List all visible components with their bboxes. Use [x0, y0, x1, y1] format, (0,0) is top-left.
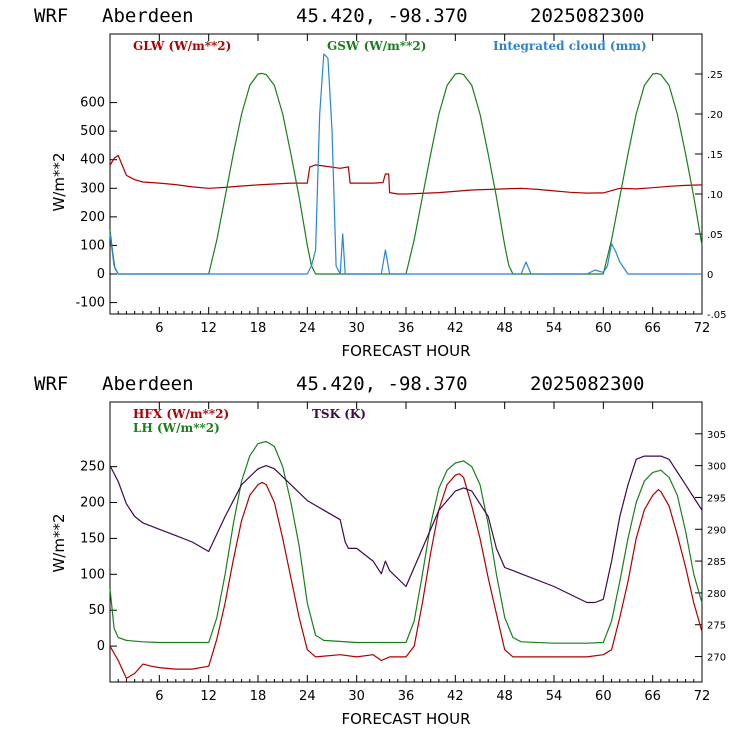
legend-gsw: GSW (W/m**2) — [327, 39, 426, 53]
y-tick-label: 400 — [80, 153, 105, 168]
y2-tick-label: 270 — [707, 653, 726, 664]
x-tick-label: 42 — [447, 689, 464, 704]
series-group — [109, 53, 703, 275]
y2-tick-label: 290 — [707, 525, 726, 536]
x-tick-label: 12 — [200, 689, 217, 704]
header-coords: 45.420, -98.370 — [296, 5, 468, 27]
x-tick-label: 48 — [496, 689, 513, 704]
header-coords: 45.420, -98.370 — [296, 373, 468, 395]
plot-frame — [109, 401, 703, 683]
x-tick-label: 72 — [694, 321, 711, 336]
header-run: 2025082300 — [530, 373, 644, 395]
y-axis-right: 270 275 280 285 290 295 300 305 — [695, 430, 726, 664]
series-group — [109, 440, 703, 679]
y2-tick-label: .25 — [707, 70, 723, 81]
panel-radiation: 6 12 18 24 30 36 42 48 54 60 66 72 -100 0 100 200 300 40… — [50, 33, 727, 360]
x-axis: 6 12 18 24 30 36 42 48 54 60 66 72 — [117, 402, 711, 704]
y2-tick-label: 285 — [707, 557, 726, 568]
x-tick-label: 48 — [496, 321, 513, 336]
legend-tsk: TSK (K) — [312, 407, 366, 421]
legend-lh: LH (W/m**2) — [133, 421, 220, 435]
series-line-tsk — [109, 455, 703, 604]
y2-tick-label: .20 — [707, 110, 723, 121]
x-tick-label: 66 — [644, 689, 661, 704]
series-line-gsw — [109, 72, 703, 275]
chart-header-top: WRF Aberdeen 45.420, -98.370 2025082300 — [34, 5, 644, 27]
x-tick-label: 36 — [398, 321, 415, 336]
y-tick-label: 600 — [80, 96, 105, 111]
series-line-glw — [109, 154, 703, 195]
legend-cloud: Integrated cloud (mm) — [493, 39, 647, 53]
y2-tick-label: -.05 — [707, 310, 727, 321]
y-tick-label: 0 — [97, 267, 105, 282]
series-line-hfx — [109, 473, 703, 679]
chart-header-bottom: WRF Aberdeen 45.420, -98.370 2025082300 — [34, 373, 644, 395]
y2-tick-label: 280 — [707, 589, 726, 600]
y-tick-label: 300 — [80, 181, 105, 196]
x-tick-label: 36 — [398, 689, 415, 704]
y-tick-label: 150 — [80, 531, 105, 546]
x-tick-label: 30 — [348, 689, 365, 704]
x-tick-label: 6 — [155, 689, 163, 704]
y-tick-label: -100 — [75, 296, 105, 311]
x-tick-label: 60 — [595, 321, 612, 336]
y-tick-label: 100 — [80, 567, 105, 582]
x-tick-label: 18 — [250, 321, 267, 336]
y-tick-label: 100 — [80, 238, 105, 253]
y2-tick-label: .15 — [707, 150, 723, 161]
x-tick-label: 12 — [200, 321, 217, 336]
y-tick-label: 200 — [80, 496, 105, 511]
y2-tick-label: 295 — [707, 493, 726, 504]
x-tick-label: 6 — [155, 321, 163, 336]
x-tick-label: 54 — [546, 689, 563, 704]
legend-hfx: HFX (W/m**2) — [133, 407, 229, 421]
x-axis-label: FORECAST HOUR — [341, 710, 470, 728]
y2-tick-label: 0 — [707, 270, 713, 281]
y-tick-label: 50 — [88, 603, 105, 618]
x-tick-label: 66 — [644, 321, 661, 336]
x-tick-label: 42 — [447, 321, 464, 336]
y-tick-label: 200 — [80, 210, 105, 225]
y2-tick-label: .05 — [707, 230, 723, 241]
y-axis-left: -100 0 100 200 300 400 500 600 — [75, 96, 117, 311]
x-tick-label: 18 — [250, 689, 267, 704]
x-axis: 6 12 18 24 30 36 42 48 54 60 66 72 — [117, 34, 711, 336]
y-axis-left: 0 50 100 150 200 250 — [80, 460, 117, 654]
y-axis-right: -.05 0 .05 .10 .15 .20 .25 — [695, 70, 727, 321]
x-tick-label: 24 — [299, 689, 316, 704]
y-axis-label: W/m**2 — [50, 513, 68, 572]
x-tick-label: 60 — [595, 689, 612, 704]
y-axis-label: W/m**2 — [50, 152, 68, 211]
header-run: 2025082300 — [530, 5, 644, 27]
header-model: WRF — [34, 5, 68, 27]
y2-tick-label: .10 — [707, 190, 723, 201]
legend-glw: GLW (W/m**2) — [133, 39, 231, 53]
header-station: Aberdeen — [102, 5, 194, 27]
series-line-lh — [109, 440, 703, 644]
header-model: WRF — [34, 373, 68, 395]
y-tick-label: 0 — [97, 639, 105, 654]
y2-tick-label: 305 — [707, 430, 726, 441]
y2-tick-label: 275 — [707, 621, 726, 632]
x-tick-label: 24 — [299, 321, 316, 336]
y-tick-label: 500 — [80, 124, 105, 139]
panel-surface-flux: 6 12 18 24 30 36 42 48 54 60 66 72 050100150200250 … — [50, 401, 726, 728]
x-tick-label: 30 — [348, 321, 365, 336]
x-tick-label: 54 — [546, 321, 563, 336]
x-axis-label: FORECAST HOUR — [341, 342, 470, 360]
y2-tick-label: 300 — [707, 462, 726, 473]
series-line-integrated — [109, 53, 702, 275]
x-tick-label: 72 — [694, 689, 711, 704]
header-station: Aberdeen — [102, 373, 194, 395]
y-tick-label: 250 — [80, 460, 105, 475]
